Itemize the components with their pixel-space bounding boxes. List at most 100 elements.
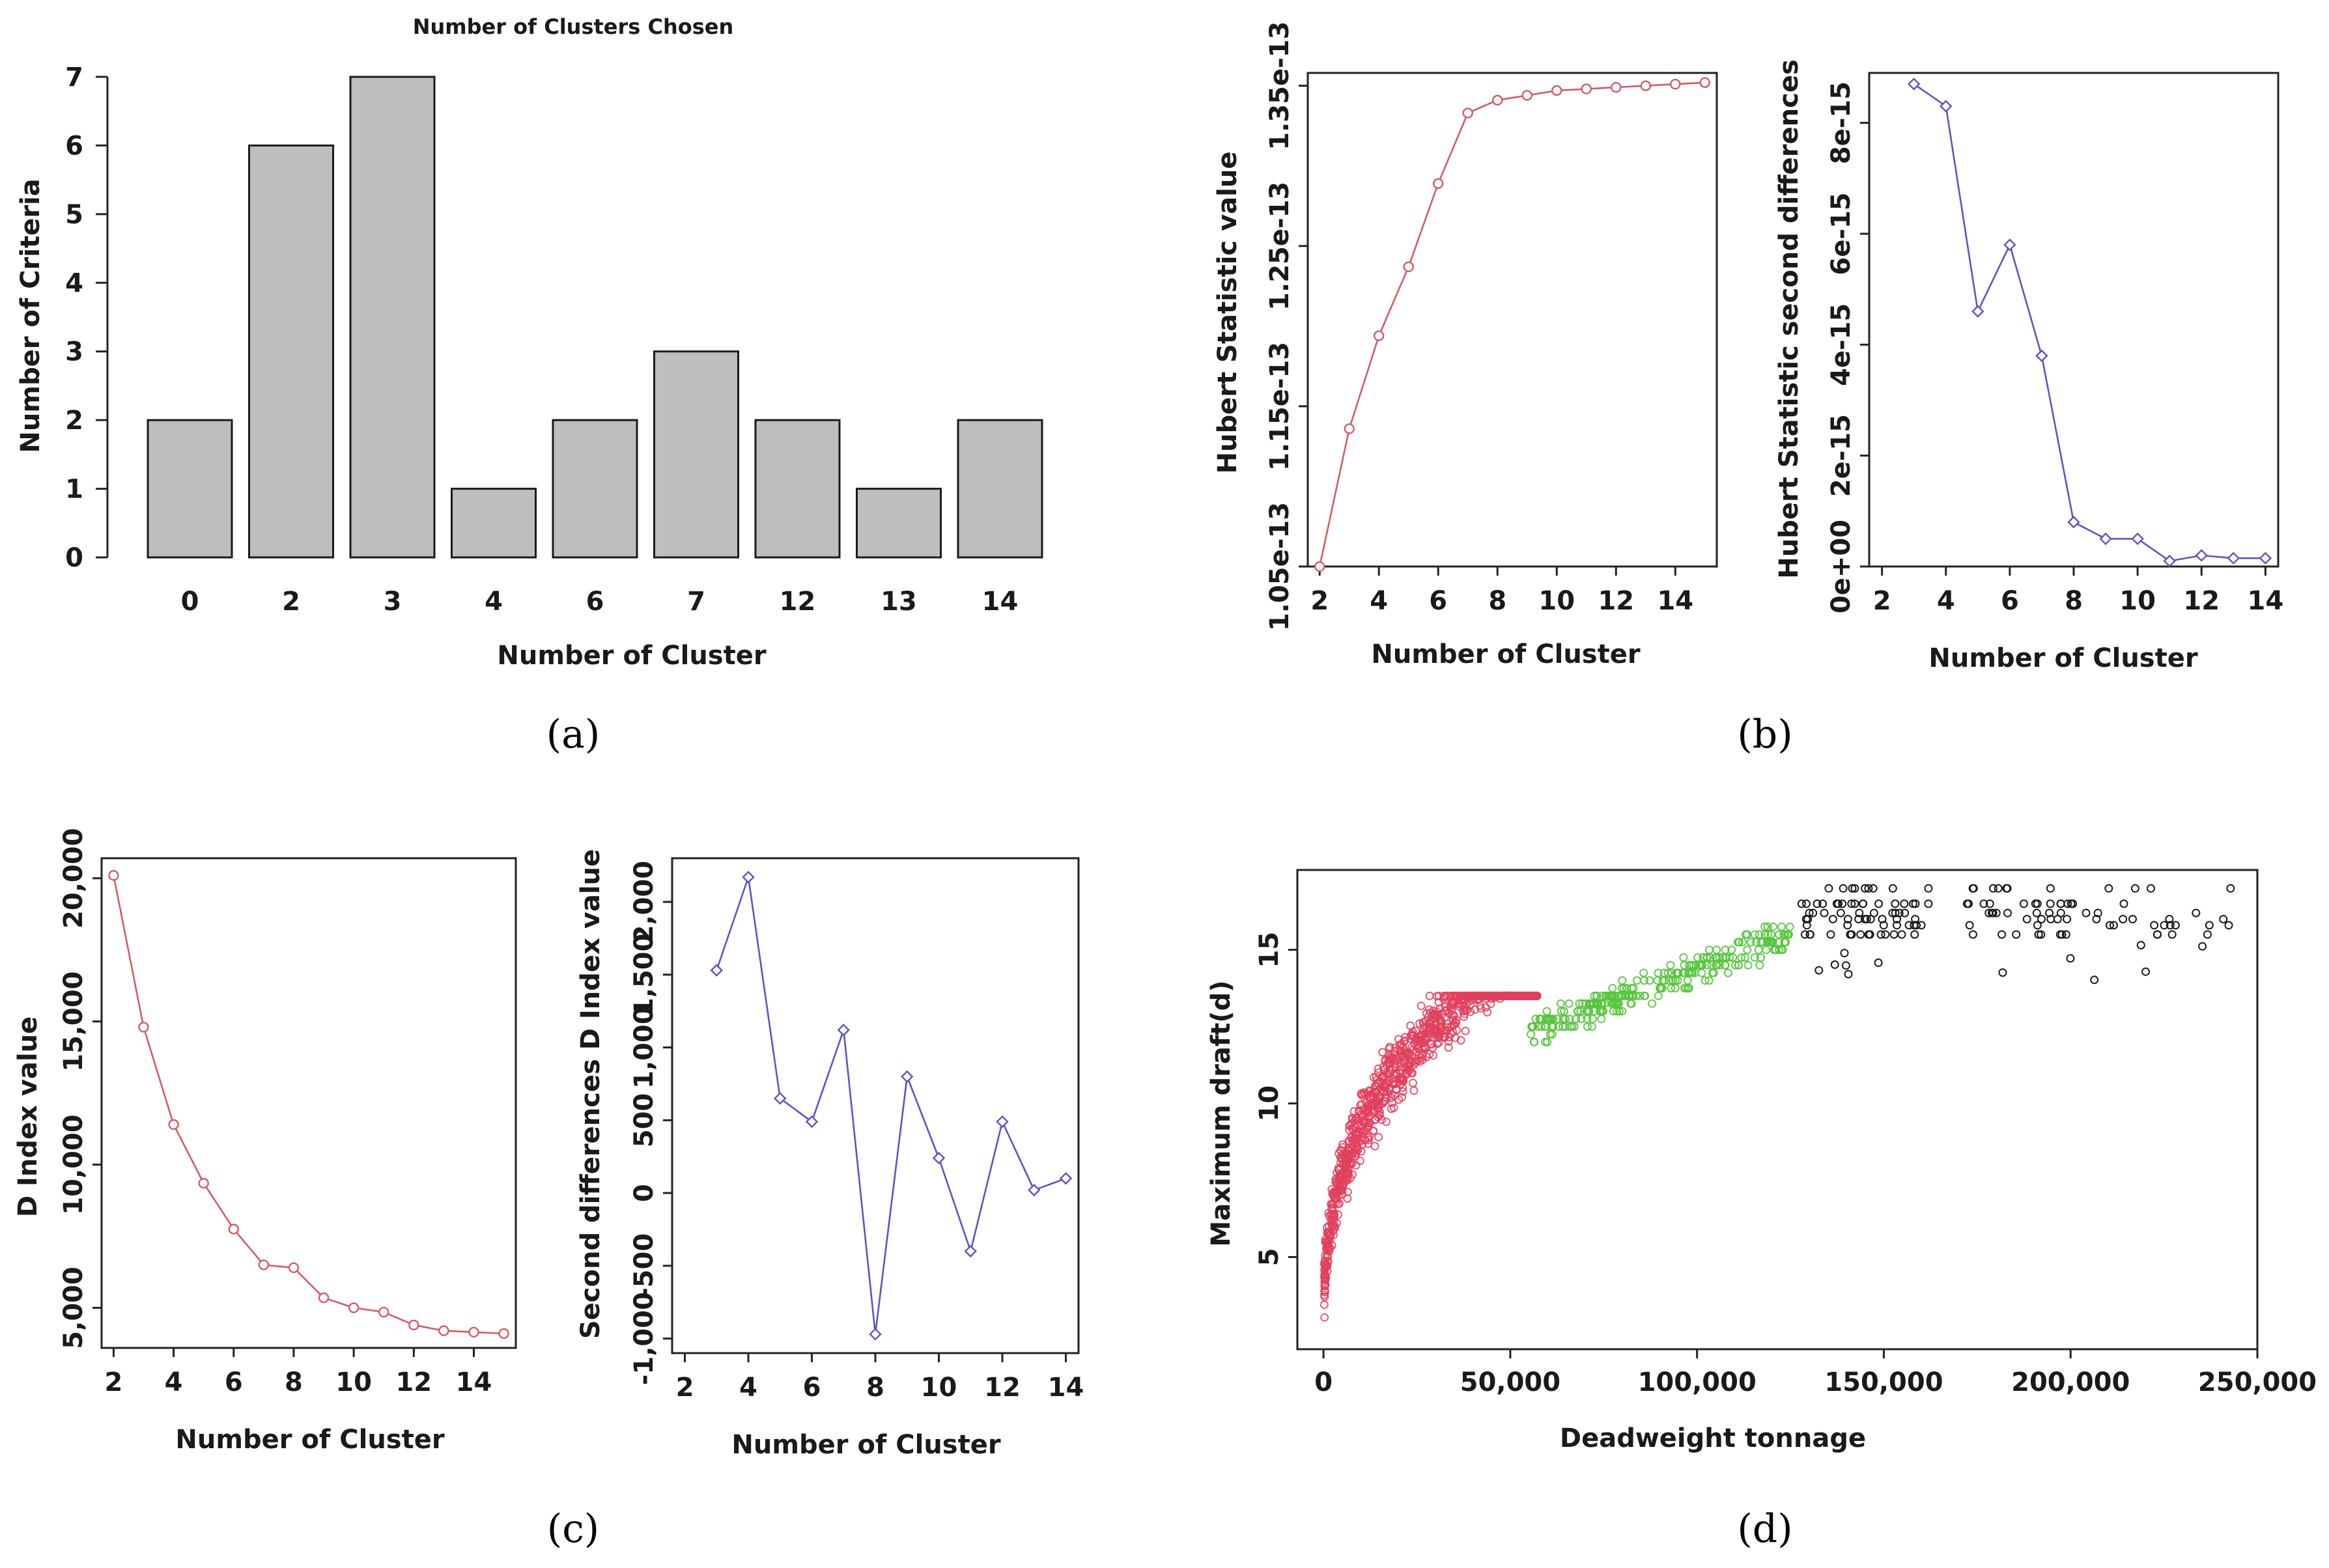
chart-d-point-cluster-1 — [1334, 1172, 1344, 1181]
chart-b1-point-5 — [1403, 261, 1414, 272]
chart-d-point-cluster-3 — [1874, 958, 1883, 967]
chart-d-point-cluster-1 — [1355, 1156, 1364, 1166]
chart-d-point-cluster-3 — [2090, 975, 2099, 985]
chart-b1-point-15 — [1699, 77, 1710, 88]
chart-d-point-cluster-2 — [1597, 1007, 1605, 1016]
chart-d-point-cluster-1 — [1331, 1198, 1340, 1207]
chart-d-point-cluster-1 — [1451, 1033, 1460, 1043]
chart-b2-x-tick-label: 8 — [2065, 586, 2083, 616]
chart-d-point-cluster-3 — [2037, 930, 2046, 939]
chart-d-point-cluster-2 — [1608, 991, 1617, 1000]
panel-b-hubert-charts: 2 4 6 8 10 12 14 1.05e-13 1.15e-13 1.25e-13 1.35e-… — [1213, 21, 2283, 757]
chart-d-point-cluster-1 — [1385, 1043, 1394, 1052]
chart-d-point-cluster-1 — [1404, 1066, 1413, 1075]
chart-d-point-cluster-3 — [1992, 908, 2001, 917]
chart-c2-y-axis-title: Second differences D Index value — [576, 849, 606, 1339]
chart-d-point-cluster-2 — [1588, 1015, 1597, 1024]
chart-d-point-cluster-3 — [1908, 899, 1917, 908]
chart-a-x-tick-label: 13 — [881, 587, 917, 617]
chart-b1-x-tick-label: 14 — [1657, 586, 1693, 616]
chart-d-point-cluster-3 — [2109, 921, 2118, 930]
chart-d-point-cluster-3 — [2055, 930, 2065, 939]
chart-d-point-cluster-1 — [1512, 991, 1521, 1000]
chart-b1-point-6 — [1433, 178, 1444, 189]
panel-label-b: (b) — [1737, 712, 1792, 757]
chart-c2-point-10 — [932, 1151, 946, 1165]
chart-d-point-cluster-2 — [1705, 945, 1714, 955]
chart-d-point-cluster-3 — [1965, 921, 1974, 930]
chart-d-point-cluster-3 — [2130, 884, 2139, 893]
chart-d-point-cluster-1 — [1320, 1293, 1329, 1302]
chart-a-x-tick-label: 2 — [282, 587, 300, 617]
chart-d-point-cluster-3 — [1814, 966, 1824, 975]
chart-d-point-cluster-1 — [1385, 1054, 1394, 1063]
chart-b2-point-5 — [1971, 305, 1984, 318]
chart-d-point-cluster-1 — [1342, 1169, 1351, 1178]
chart-d-point-cluster-2 — [1733, 938, 1742, 947]
chart-d-point-cluster-1 — [1374, 1064, 1383, 1073]
chart-d-point-cluster-2 — [1535, 1015, 1544, 1024]
chart-c1-point-7 — [258, 1259, 270, 1270]
chart-d-point-cluster-2 — [1750, 930, 1759, 939]
chart-d-scatter: 0 50,000 100,000 150,000 200,000 250,000 5 10 15 — [1254, 869, 2317, 1397]
chart-d-point-cluster-1 — [1357, 1147, 1366, 1156]
chart-d-point-cluster-3 — [2063, 915, 2072, 923]
chart-d-point-cluster-1 — [1450, 991, 1459, 1000]
chart-d-y-tick-label: 15 — [1254, 932, 1284, 968]
chart-d-point-cluster-3 — [2119, 899, 2128, 908]
chart-d-point-cluster-2 — [1738, 938, 1747, 947]
chart-d-point-cluster-2 — [1659, 968, 1669, 977]
chart-c1-x-tick-label: 8 — [285, 1367, 303, 1397]
chart-d-point-cluster-1 — [1323, 1241, 1332, 1250]
chart-d-point-cluster-3 — [2104, 884, 2113, 893]
chart-b2-point-14 — [2259, 552, 2272, 565]
chart-b2-y-axis-title: Hubert Statistic second differences — [1774, 59, 1804, 579]
chart-d-point-cluster-3 — [1805, 908, 1814, 917]
chart-d-point-cluster-3 — [2136, 941, 2145, 949]
chart-d-point-cluster-2 — [1723, 968, 1732, 977]
chart-d-point-cluster-2 — [1576, 1007, 1585, 1016]
chart-d-point-cluster-1 — [1323, 1227, 1332, 1237]
chart-d-point-cluster-2 — [1731, 960, 1740, 970]
chart-d-point-cluster-1 — [1387, 1104, 1396, 1113]
chart-c1-point-2 — [108, 870, 119, 881]
chart-d-point-cluster-3 — [1826, 930, 1835, 939]
chart-d-point-cluster-3 — [1994, 884, 2003, 893]
chart-d-point-cluster-3 — [1912, 921, 1921, 930]
chart-d-point-cluster-3 — [1893, 921, 1901, 930]
chart-a-x-axis-title: Number of Cluster — [497, 641, 766, 671]
chart-d-point-cluster-1 — [1382, 1117, 1390, 1127]
chart-d-point-cluster-3 — [1850, 899, 1859, 908]
chart-d-point-cluster-2 — [1565, 1015, 1574, 1024]
chart-a-bar-3 — [349, 76, 436, 559]
chart-d-x-tick-label: 250,000 — [2198, 1367, 2317, 1397]
chart-d-point-cluster-3 — [1843, 921, 1852, 930]
chart-d-point-cluster-2 — [1712, 945, 1721, 955]
chart-a-x-tick-label: 12 — [780, 587, 816, 617]
chart-d-point-cluster-3 — [1809, 908, 1818, 917]
chart-c1-point-6 — [228, 1224, 239, 1235]
chart-d-point-cluster-3 — [1854, 915, 1863, 923]
chart-b1-x-tick-label: 2 — [1310, 586, 1329, 616]
chart-c2-x-tick-label: 8 — [866, 1373, 884, 1403]
chart-d-point-cluster-1 — [1361, 1106, 1370, 1115]
chart-a-bar-13 — [856, 488, 942, 559]
chart-c2-point-14 — [1059, 1172, 1073, 1185]
chart-d-point-cluster-1 — [1417, 1001, 1426, 1011]
chart-d-point-cluster-1 — [1429, 1009, 1438, 1018]
chart-d-point-cluster-3 — [1834, 899, 1843, 908]
chart-d-point-cluster-3 — [1824, 884, 1833, 893]
chart-d-point-cluster-1 — [1361, 1136, 1370, 1145]
chart-c1-point-15 — [498, 1328, 509, 1339]
chart-d-point-cluster-2 — [1719, 953, 1728, 962]
chart-a-y-tick-label: 3 — [65, 337, 83, 367]
chart-d-point-cluster-2 — [1616, 991, 1626, 1000]
chart-d-point-cluster-1 — [1321, 1263, 1331, 1272]
chart-a-y-tick-label: 1 — [65, 475, 83, 505]
chart-d-point-cluster-3 — [1917, 921, 1926, 930]
chart-c2-frame — [671, 857, 1080, 1354]
chart-d-point-cluster-3 — [2106, 921, 2114, 930]
chart-d-point-cluster-3 — [2053, 915, 2062, 923]
chart-c1-x-tick-label: 10 — [335, 1367, 372, 1397]
